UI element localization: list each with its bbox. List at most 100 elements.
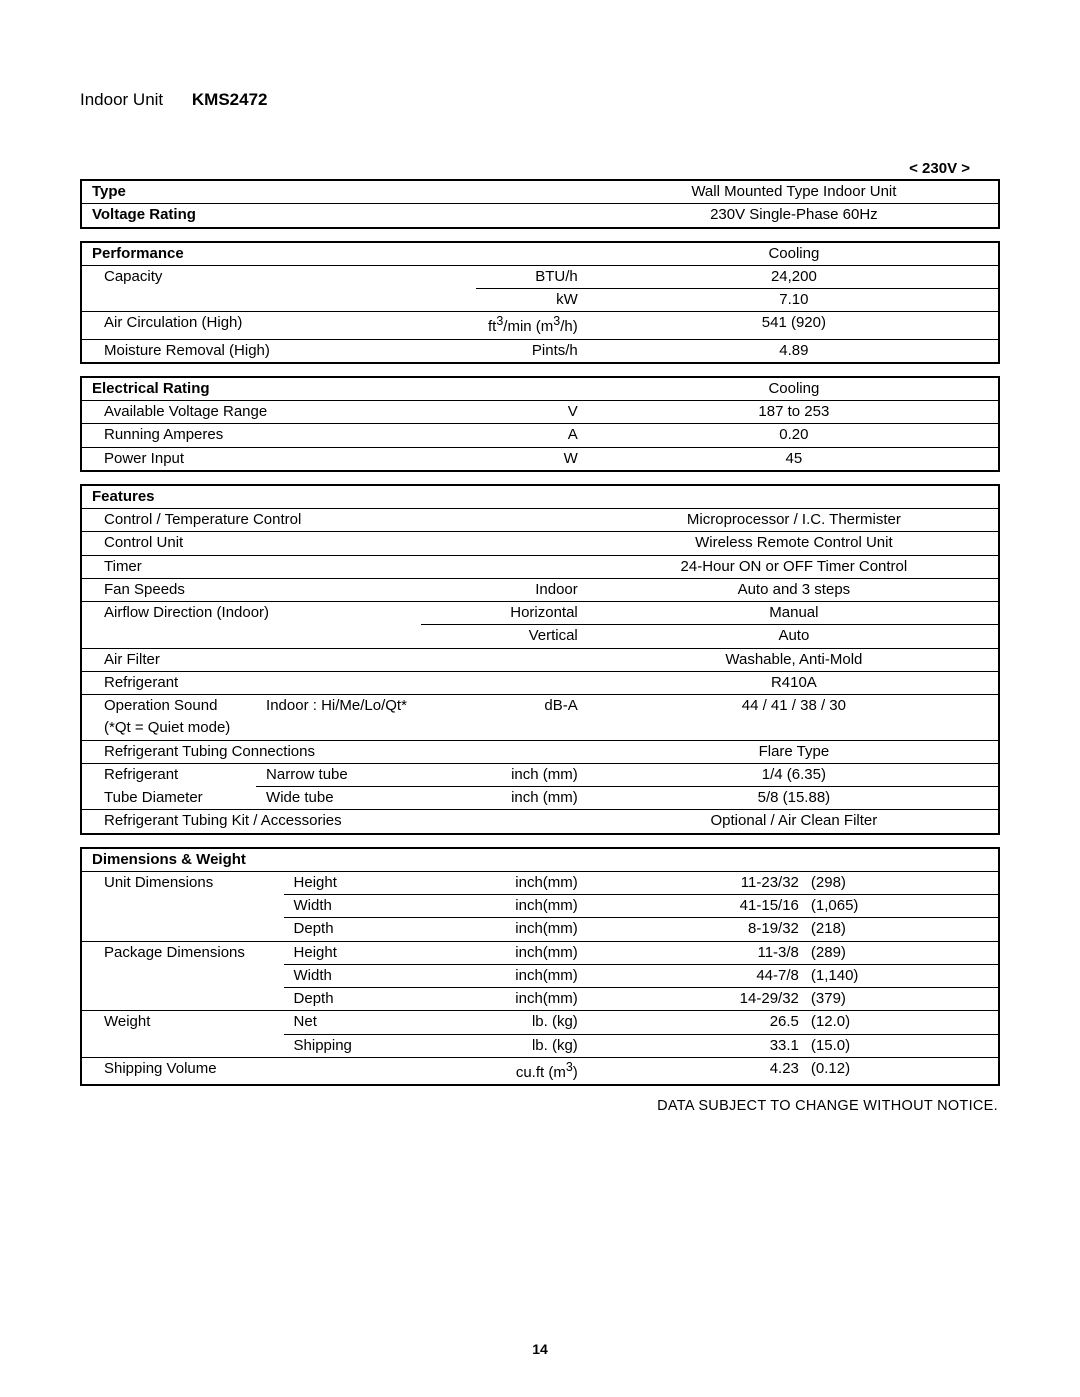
dim-pkg-w-sub: Width (284, 964, 421, 987)
table-type-voltage: Type Wall Mounted Type Indoor Unit Volta… (82, 181, 998, 227)
feat-airfilter-label: Air Filter (82, 648, 586, 671)
dim-unit-h-unit: inch(mm) (421, 871, 586, 894)
dim-pkg-d-unit: inch(mm) (421, 988, 586, 1011)
feat-tube-refrigerant-label: Refrigerant (82, 763, 256, 786)
dim-unit-w-sub: Width (284, 895, 421, 918)
table-electrical: Electrical Rating Cooling Available Volt… (82, 378, 998, 470)
features-header: Features (82, 486, 998, 509)
dim-pkg-label: Package Dimensions (82, 941, 284, 964)
feat-controlunit-label: Control Unit (82, 532, 586, 555)
feat-fanspeeds-mid: Indoor (421, 578, 586, 601)
electrical-header-value: Cooling (586, 378, 998, 401)
feat-tubingconn-value: Flare Type (586, 740, 998, 763)
feat-airfilter-value: Washable, Anti-Mold (586, 648, 998, 671)
feat-airflow-v-mid: Vertical (421, 625, 586, 648)
elec-power-label: Power Input (82, 447, 476, 470)
perf-aircirc-unit: ft3/min (m3/h) (476, 312, 586, 339)
dimensions-header: Dimensions & Weight (82, 849, 998, 872)
perf-aircirc-label: Air Circulation (High) (82, 312, 476, 339)
title-row: Indoor Unit KMS2472 (80, 90, 1000, 110)
section-performance: Performance Cooling Capacity BTU/h 24,20… (80, 241, 1000, 364)
perf-moisture-label: Moisture Removal (High) (82, 339, 476, 362)
dim-pkg-d-value: 14-29/32(379) (586, 988, 998, 1011)
feat-tube-diameter-label: Tube Diameter (82, 787, 256, 810)
feat-timer-value: 24-Hour ON or OFF Timer Control (586, 555, 998, 578)
feat-airflow-h-mid: Horizontal (421, 602, 586, 625)
dim-pkg-h-unit: inch(mm) (421, 941, 586, 964)
spec-sheet-page: Indoor Unit KMS2472 < 230V > Type Wall M… (0, 0, 1080, 1397)
dim-unit-h-sub: Height (284, 871, 421, 894)
section-electrical: Electrical Rating Cooling Available Volt… (80, 376, 1000, 472)
table-dimensions: Dimensions & Weight Unit Dimensions Heig… (82, 849, 998, 1085)
feat-refrigerant-label: Refrigerant (82, 671, 586, 694)
dim-unit-h-value: 11-23/32(298) (586, 871, 998, 894)
perf-moisture-value: 4.89 (586, 339, 998, 362)
dim-pkg-w-unit: inch(mm) (421, 964, 586, 987)
perf-aircirc-value: 541 (920) (586, 312, 998, 339)
feat-controlunit-value: Wireless Remote Control Unit (586, 532, 998, 555)
elec-power-unit: W (476, 447, 586, 470)
dim-unit-w-unit: inch(mm) (421, 895, 586, 918)
performance-header-value: Cooling (586, 243, 998, 266)
row-voltage-label: Voltage Rating (82, 204, 476, 227)
feat-refrigerant-value: R410A (586, 671, 998, 694)
page-number: 14 (0, 1341, 1080, 1357)
dim-shipvol-value: 4.23(0.12) (586, 1057, 998, 1084)
dim-weight-ship-sub: Shipping (284, 1034, 421, 1057)
elec-avr-label: Available Voltage Range (82, 401, 476, 424)
voltage-column-header: < 230V > (80, 160, 1000, 177)
dim-unit-w-value: 41-15/16(1,065) (586, 895, 998, 918)
feat-opsound-sub: Indoor : Hi/Me/Lo/Qt* (256, 695, 512, 718)
feat-tube-narrow-sub: Narrow tube (256, 763, 421, 786)
elec-power-value: 45 (586, 447, 998, 470)
feat-tube-wide-unit: inch (mm) (421, 787, 586, 810)
dim-unit-d-unit: inch(mm) (421, 918, 586, 941)
table-features: Features Control / Temperature Control M… (82, 486, 998, 833)
dim-pkg-h-sub: Height (284, 941, 421, 964)
row-type-label: Type (82, 181, 476, 204)
elec-avr-unit: V (476, 401, 586, 424)
table-performance: Performance Cooling Capacity BTU/h 24,20… (82, 243, 998, 362)
row-voltage-value: 230V Single-Phase 60Hz (586, 204, 998, 227)
feat-controltemp-label: Control / Temperature Control (82, 509, 586, 532)
elec-ramp-label: Running Amperes (82, 424, 476, 447)
dim-unit-d-value: 8-19/32(218) (586, 918, 998, 941)
feat-tube-narrow-value: 1/4 (6.35) (586, 763, 998, 786)
dim-weight-ship-unit: lb. (kg) (421, 1034, 586, 1057)
feat-airflow-v-value: Auto (586, 625, 998, 648)
perf-moisture-unit: Pints/h (476, 339, 586, 362)
dim-pkg-h-value: 11-3/8(289) (586, 941, 998, 964)
feat-opsound-note: (*Qt = Quiet mode) (82, 717, 586, 740)
perf-capacity-value: 24,200 (586, 265, 998, 288)
perf-capacity-unit: BTU/h (476, 265, 586, 288)
elec-ramp-unit: A (476, 424, 586, 447)
electrical-header: Electrical Rating (82, 378, 586, 401)
feat-controltemp-value: Microprocessor / I.C. Thermister (586, 509, 998, 532)
perf-kw-value: 7.10 (586, 289, 998, 312)
dim-shipvol-label: Shipping Volume (82, 1057, 421, 1084)
dim-weight-ship-value: 33.1(15.0) (586, 1034, 998, 1057)
performance-header: Performance (82, 243, 586, 266)
change-notice: DATA SUBJECT TO CHANGE WITHOUT NOTICE. (80, 1098, 1000, 1114)
feat-fanspeeds-value: Auto and 3 steps (586, 578, 998, 601)
perf-capacity-label: Capacity (82, 265, 476, 288)
section-dimensions: Dimensions & Weight Unit Dimensions Heig… (80, 847, 1000, 1087)
feat-timer-label: Timer (82, 555, 586, 578)
feat-tube-narrow-unit: inch (mm) (421, 763, 586, 786)
feat-tubingconn-label: Refrigerant Tubing Connections (82, 740, 586, 763)
section-type-voltage: Type Wall Mounted Type Indoor Unit Volta… (80, 179, 1000, 229)
dim-weight-label: Weight (82, 1011, 284, 1034)
feat-tube-wide-value: 5/8 (15.88) (586, 787, 998, 810)
dim-weight-net-value: 26.5(12.0) (586, 1011, 998, 1034)
dim-unit-label: Unit Dimensions (82, 871, 284, 894)
section-features: Features Control / Temperature Control M… (80, 484, 1000, 835)
feat-tubingkit-value: Optional / Air Clean Filter (586, 810, 998, 833)
perf-kw-unit: kW (476, 289, 586, 312)
feat-opsound-unit: dB-A (513, 695, 586, 718)
row-type-value: Wall Mounted Type Indoor Unit (586, 181, 998, 204)
elec-avr-value: 187 to 253 (586, 401, 998, 424)
dim-unit-d-sub: Depth (284, 918, 421, 941)
feat-opsound-label: Operation Sound (82, 695, 256, 718)
unit-type-label: Indoor Unit (80, 90, 163, 109)
dim-pkg-w-value: 44-7/8(1,140) (586, 964, 998, 987)
